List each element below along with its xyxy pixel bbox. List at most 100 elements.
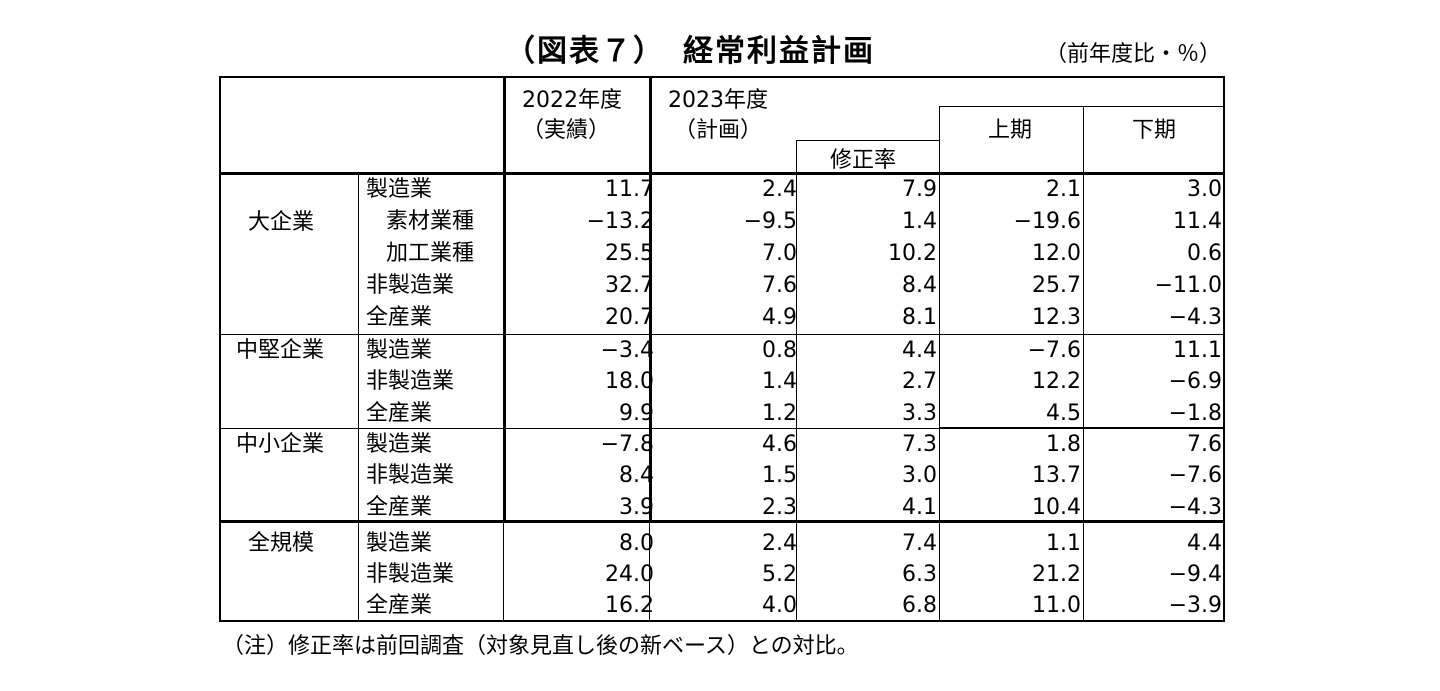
value-cell: 2.1 bbox=[1046, 177, 1081, 202]
value-cell: −3.9 bbox=[1168, 593, 1222, 618]
value-cell: 7.4 bbox=[902, 531, 937, 556]
value-cell: 8.4 bbox=[619, 463, 654, 488]
value-cell: −7.8 bbox=[600, 432, 654, 457]
value-cell: 11.4 bbox=[1173, 209, 1222, 234]
value-cell: −9.5 bbox=[743, 209, 797, 234]
value-cell: 3.3 bbox=[902, 401, 937, 426]
value-cell: 0.6 bbox=[1187, 241, 1222, 266]
row-label: 全産業 bbox=[366, 305, 433, 330]
value-cell: 1.5 bbox=[762, 463, 797, 488]
title-prefix: （図表７） bbox=[505, 34, 665, 69]
value-cell: 7.6 bbox=[1187, 432, 1222, 457]
value-cell: 10.4 bbox=[1032, 495, 1081, 520]
value-cell: 4.0 bbox=[762, 593, 797, 618]
row-label: 素材業種 bbox=[386, 209, 475, 234]
header-2022-year: 2022年度 bbox=[522, 88, 622, 113]
col-divider-2023-left bbox=[649, 77, 652, 520]
value-cell: −19.6 bbox=[1013, 209, 1081, 234]
value-cell: 7.6 bbox=[762, 273, 797, 298]
value-cell: 1.4 bbox=[762, 369, 797, 394]
value-cell: 12.0 bbox=[1032, 241, 1081, 266]
group-label: 中堅企業 bbox=[236, 338, 325, 363]
value-cell: 25.5 bbox=[605, 241, 654, 266]
group-label: 全規模 bbox=[248, 531, 315, 556]
header-first-half: 上期 bbox=[988, 118, 1033, 143]
unit-label: （前年度比・％） bbox=[1045, 42, 1222, 67]
value-cell: 12.2 bbox=[1032, 369, 1081, 394]
value-cell: −13.2 bbox=[586, 209, 654, 234]
value-cell: 7.3 bbox=[902, 432, 937, 457]
value-cell: 12.3 bbox=[1032, 305, 1081, 330]
row-label: 非製造業 bbox=[366, 463, 455, 488]
value-cell: 20.7 bbox=[605, 305, 654, 330]
row-label: 全産業 bbox=[366, 401, 433, 426]
row-label: 製造業 bbox=[366, 432, 433, 457]
value-cell: 9.9 bbox=[619, 401, 654, 426]
value-cell: 11.0 bbox=[1032, 593, 1081, 618]
row-label: 全産業 bbox=[366, 593, 433, 618]
value-cell: −7.6 bbox=[1027, 338, 1081, 363]
group-divider-3 bbox=[220, 520, 1224, 523]
data-table bbox=[219, 76, 1225, 622]
value-cell: 2.4 bbox=[762, 177, 797, 202]
value-cell: −7.6 bbox=[1168, 463, 1222, 488]
header-divider-halves bbox=[939, 106, 1224, 107]
col-divider-h2-left bbox=[1083, 106, 1084, 620]
value-cell: 8.1 bbox=[902, 305, 937, 330]
value-cell: 3.0 bbox=[1187, 177, 1222, 202]
value-cell: 11.7 bbox=[605, 177, 654, 202]
group-divider-2b bbox=[939, 427, 1224, 428]
group-divider-2 bbox=[220, 428, 1224, 429]
header-2023-sub: （計画） bbox=[674, 118, 763, 143]
col-divider-2022-left-lower bbox=[503, 520, 504, 620]
value-cell: 4.4 bbox=[902, 338, 937, 363]
value-cell: −3.4 bbox=[600, 338, 654, 363]
value-cell: 0.8 bbox=[762, 338, 797, 363]
value-cell: 6.8 bbox=[902, 593, 937, 618]
col-divider-rev-left bbox=[796, 140, 797, 620]
row-label: 製造業 bbox=[366, 338, 433, 363]
header-bottom-rule bbox=[220, 172, 1224, 175]
header-revision-rate: 修正率 bbox=[830, 148, 897, 173]
value-cell: 32.7 bbox=[605, 273, 654, 298]
row-label: 非製造業 bbox=[366, 273, 455, 298]
value-cell: 1.8 bbox=[1046, 432, 1081, 457]
col-divider-h1-left bbox=[939, 106, 940, 620]
value-cell: 1.1 bbox=[1046, 531, 1081, 556]
value-cell: 2.7 bbox=[902, 369, 937, 394]
value-cell: 25.7 bbox=[1032, 273, 1081, 298]
value-cell: 1.4 bbox=[902, 209, 937, 234]
value-cell: 8.0 bbox=[619, 531, 654, 556]
title-main: 経常利益計画 bbox=[683, 34, 875, 69]
page-title: （図表７） 経常利益計画 bbox=[505, 26, 875, 70]
value-cell: 2.3 bbox=[762, 495, 797, 520]
group-label: 大企業 bbox=[248, 210, 315, 235]
row-label: 非製造業 bbox=[366, 369, 455, 394]
value-cell: 13.7 bbox=[1032, 463, 1081, 488]
value-cell: −9.4 bbox=[1168, 562, 1222, 587]
header-second-half: 下期 bbox=[1132, 118, 1177, 143]
group-label: 中小企業 bbox=[236, 432, 325, 457]
value-cell: 3.0 bbox=[902, 463, 937, 488]
footnote: （注）修正率は前回調査（対象見直し後の新ベース）との対比。 bbox=[222, 634, 859, 659]
value-cell: −11.0 bbox=[1154, 273, 1222, 298]
value-cell: 16.2 bbox=[605, 593, 654, 618]
value-cell: 4.4 bbox=[1187, 531, 1222, 556]
value-cell: 4.6 bbox=[762, 432, 797, 457]
value-cell: −4.3 bbox=[1168, 305, 1222, 330]
value-cell: 4.5 bbox=[1046, 401, 1081, 426]
row-label: 非製造業 bbox=[366, 562, 455, 587]
value-cell: 3.9 bbox=[619, 495, 654, 520]
col-divider-2023-left-lower bbox=[649, 520, 650, 620]
value-cell: 24.0 bbox=[605, 562, 654, 587]
row-label: 製造業 bbox=[366, 531, 433, 556]
value-cell: 7.0 bbox=[762, 241, 797, 266]
col-divider-label bbox=[358, 174, 359, 620]
header-divider-rev bbox=[796, 140, 940, 141]
header-2022-sub: （実績） bbox=[522, 118, 611, 143]
value-cell: 2.4 bbox=[762, 531, 797, 556]
value-cell: −1.8 bbox=[1168, 401, 1222, 426]
row-label: 製造業 bbox=[366, 177, 433, 202]
value-cell: −6.9 bbox=[1168, 369, 1222, 394]
value-cell: 7.9 bbox=[902, 177, 937, 202]
